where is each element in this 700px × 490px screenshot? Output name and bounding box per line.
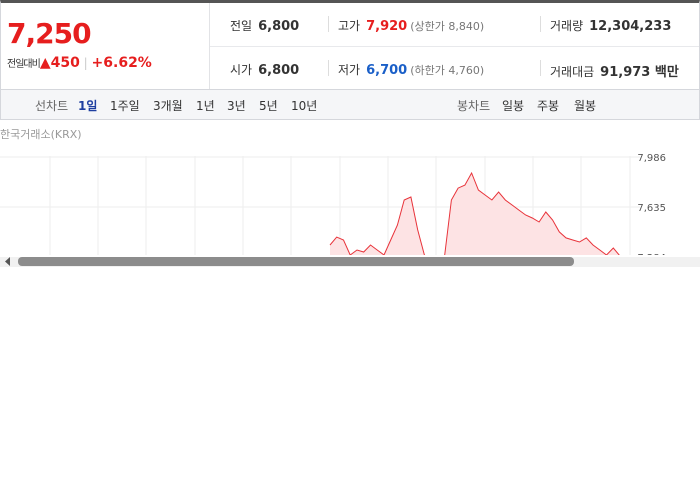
price-line (329, 171, 620, 255)
stat-label: 시가 (230, 63, 253, 77)
stat: 전일 6,800 (230, 17, 299, 34)
tab-group-label: 선차트 (35, 99, 69, 113)
stat: 고가 7,920 (상한가 8,840) (338, 17, 484, 34)
stat-label: 고가 (338, 19, 361, 33)
stat-label: 거래량 (550, 19, 584, 33)
scroll-thumb[interactable] (18, 257, 574, 266)
y-tick-label: 7,986 (637, 153, 666, 164)
chart: 한국거래소(KRX) 7,986 7,635 7,284 (0, 128, 700, 280)
scroll-left[interactable] (5, 257, 10, 266)
tab[interactable]: 1년 (196, 99, 215, 113)
tab[interactable]: 3개월 (153, 99, 183, 113)
tab[interactable]: 1주일 (110, 99, 140, 113)
stat: 시가 6,800 (230, 61, 299, 78)
price-panel: 7,250 전일대비▲450 | +6.62% (1, 3, 210, 89)
chart-tabs: 선차트 1일 1주일 3개월 1년 3년 5년 10년 봉차트 일봉 주봉 월봉 (0, 89, 700, 120)
change: 전일대비▲450 | +6.62% (7, 55, 152, 71)
plot: 7,986 7,635 7,284 (0, 153, 666, 264)
stat: 저가 6,700 (하한가 4,760) (338, 61, 484, 78)
tab[interactable]: 5년 (259, 99, 278, 113)
stat-label: 저가 (338, 63, 361, 77)
change-label: 전일대비 (7, 59, 41, 70)
stat-value: 6,700 (366, 63, 408, 78)
area (330, 173, 620, 255)
change-amount: 450 (50, 55, 80, 71)
change-rate: +6.62% (91, 55, 152, 71)
stat: 거래량 12,304,233 (550, 17, 671, 34)
change-value: ▲450 (39, 55, 80, 71)
tab[interactable]: 월봉 (574, 99, 597, 113)
quote-box: 7,250 전일대비▲450 | +6.62% 전일 6,800 고가 7,920 (상… (0, 0, 700, 90)
y-tick-label: 7,635 (637, 203, 666, 214)
stat-label: 전일 (230, 19, 253, 33)
stat-value: 6,800 (258, 19, 300, 34)
stat-value: 91,973 백만 (600, 65, 679, 80)
stat-note: (하한가 4,760) (410, 64, 485, 77)
tab[interactable]: 일봉 (502, 99, 525, 113)
separator (540, 16, 541, 32)
tab[interactable]: 1일 (78, 99, 98, 113)
tab[interactable]: 3년 (227, 99, 246, 113)
stat: 거래대금 91,973 백만 (550, 61, 679, 80)
tab-group-label: 봉차트 (457, 99, 491, 113)
stat-value: 7,920 (366, 19, 408, 34)
price: 7,250 (7, 17, 92, 50)
y-tick-label: 7,284 (637, 253, 666, 264)
separator (328, 16, 329, 32)
stat-value: 12,304,233 (589, 19, 672, 34)
stats-row: 시가 6,800 저가 6,700 (하한가 4,760) 거래대금 91,973 백만 (210, 46, 699, 90)
separator (328, 60, 329, 76)
separator (540, 60, 541, 76)
stat-label: 거래대금 (550, 65, 595, 79)
stat-value: 6,800 (258, 63, 300, 78)
stats-row: 전일 6,800 고가 7,920 (상한가 8,840) 거래량 12,304,233 (210, 3, 699, 46)
source: 한국거래소(KRX) (0, 128, 82, 141)
tab[interactable]: 10년 (291, 99, 318, 113)
stat-note: (상한가 8,840) (410, 20, 485, 33)
tab[interactable]: 주봉 (537, 99, 560, 113)
